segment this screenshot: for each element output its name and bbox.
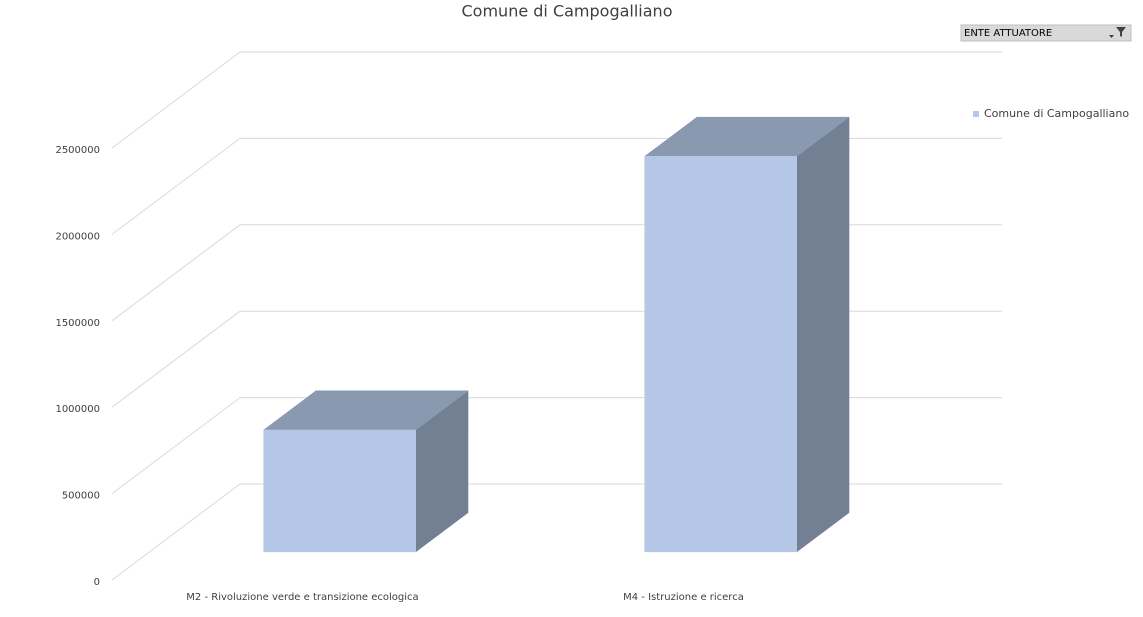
filter-icon[interactable] [1109, 27, 1126, 38]
x-tick-label: M4 - Istruzione e ricerca [623, 592, 744, 603]
y-tick-label: 2000000 [55, 231, 100, 242]
bar-top [644, 116, 850, 157]
grid-line-floor [111, 397, 241, 495]
legend-label: Comune di Campogalliano [984, 107, 1129, 120]
grid-line-floor [111, 224, 241, 322]
field-button-bg[interactable] [960, 24, 1132, 42]
chart-title: Comune di Campogalliano [462, 2, 673, 21]
y-tick-label: 1500000 [55, 318, 100, 329]
field-button-label[interactable]: ENTE ATTUATORE [964, 28, 1052, 39]
legend-swatch [973, 111, 979, 117]
grid-line-floor [111, 51, 241, 149]
x-tick-label: M2 - Rivoluzione verde e transizione eco… [186, 592, 418, 603]
grid-line-floor [111, 310, 241, 408]
bar [644, 156, 797, 553]
bar [263, 429, 416, 553]
y-tick-label: 500000 [62, 491, 100, 502]
grid-line-floor [111, 483, 241, 581]
bar-side [796, 116, 850, 553]
grid-line-floor [111, 137, 241, 235]
bar-side [415, 390, 469, 553]
y-tick-label: 2500000 [55, 145, 100, 156]
y-tick-label: 1000000 [55, 404, 100, 415]
bar-top [263, 390, 469, 430]
field-button[interactable]: ENTE ATTUATORE [960, 24, 1132, 42]
y-tick-label: 0 [94, 577, 100, 588]
